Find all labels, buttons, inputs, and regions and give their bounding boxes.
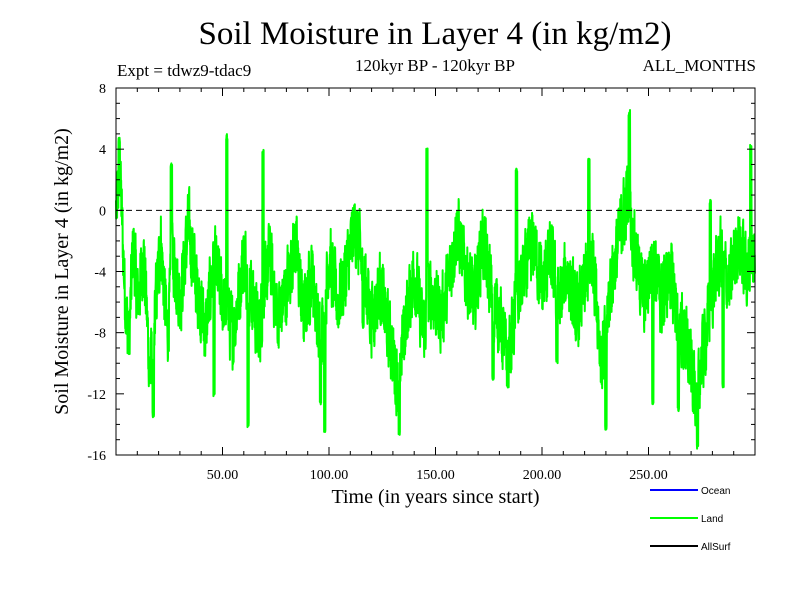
x-tick-label: 200.00 bbox=[523, 468, 562, 483]
chart-title: Soil Moisture in Layer 4 (in kg/m2) bbox=[198, 16, 672, 52]
experiment-label: Expt = tdwz9-tdac9 bbox=[117, 61, 252, 80]
x-tick-label: 250.00 bbox=[629, 468, 668, 483]
y-tick-label: 8 bbox=[99, 82, 106, 97]
y-tick-label: -12 bbox=[87, 388, 106, 403]
series-layer bbox=[115, 108, 756, 450]
legend-label: AllSurf bbox=[701, 542, 731, 553]
y-tick-label: 0 bbox=[99, 204, 106, 219]
y-tick-label: -8 bbox=[94, 327, 106, 342]
legend-label: Land bbox=[701, 514, 723, 525]
x-tick-label: 150.00 bbox=[416, 468, 455, 483]
y-axis-title: Soil Moisture in Layer 4 (in kg/m2) bbox=[51, 128, 73, 415]
legend: Ocean Land AllSurf bbox=[650, 486, 731, 553]
x-axis-title: Time (in years since start) bbox=[331, 486, 539, 508]
x-tick-label: 100.00 bbox=[310, 468, 349, 483]
x-tick-label: 50.00 bbox=[207, 468, 239, 483]
months-label: ALL_MONTHS bbox=[642, 56, 756, 75]
y-tick-label: -4 bbox=[94, 266, 106, 281]
series-line-land bbox=[115, 108, 756, 450]
legend-label: Ocean bbox=[701, 486, 730, 497]
y-tick-label: 4 bbox=[99, 143, 106, 158]
tick-layer: 50.00 100.00 150.00 200.00 250.00 8 4 0 -4 -8 -12 -… bbox=[87, 82, 755, 483]
y-tick-label: -16 bbox=[87, 449, 106, 464]
period-label: 120kyr BP - 120kyr BP bbox=[355, 56, 515, 75]
